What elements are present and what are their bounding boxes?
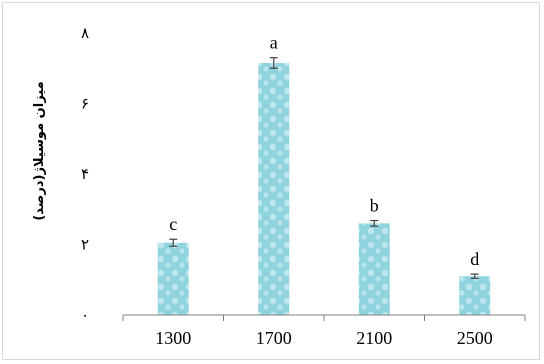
bar (258, 62, 290, 316)
significance-letter: c (169, 214, 177, 234)
x-axis-labels: 1300 1700 2100 2500 (155, 328, 493, 348)
bar (157, 242, 189, 315)
x-axis-ticks (122, 315, 526, 321)
y-tick-label: ۸ (81, 24, 89, 42)
chart-frame: ۰ ۲ ۴ ۶ ۸ c a b d 1300 1700 2100 2500 میزان موسیلا… (2, 2, 540, 360)
x-category-label: 2500 (457, 328, 493, 348)
significance-letter: b (370, 196, 379, 216)
y-tick-label: ۲ (81, 236, 89, 254)
y-axis-ticks: ۰ ۲ ۴ ۶ ۸ (81, 24, 89, 324)
x-category-label: 1300 (155, 328, 191, 348)
significance-letters: c a b d (169, 33, 479, 269)
bar-chart: ۰ ۲ ۴ ۶ ۸ c a b d 1300 1700 2100 2500 میزان موسیلا… (32, 24, 526, 348)
y-tick-label: ۰ (81, 306, 89, 324)
y-tick-label: ۶ (81, 95, 89, 113)
y-tick-label: ۴ (81, 165, 89, 183)
bar (459, 276, 491, 315)
x-category-label: 1700 (256, 328, 292, 348)
error-bars (169, 57, 479, 279)
significance-letter: d (470, 249, 479, 269)
bar (358, 223, 390, 315)
significance-letter: a (270, 33, 278, 53)
y-axis-title: میزان موسیلاژ(درصد) (32, 81, 47, 220)
bars (157, 62, 491, 316)
x-category-label: 2100 (356, 328, 392, 348)
